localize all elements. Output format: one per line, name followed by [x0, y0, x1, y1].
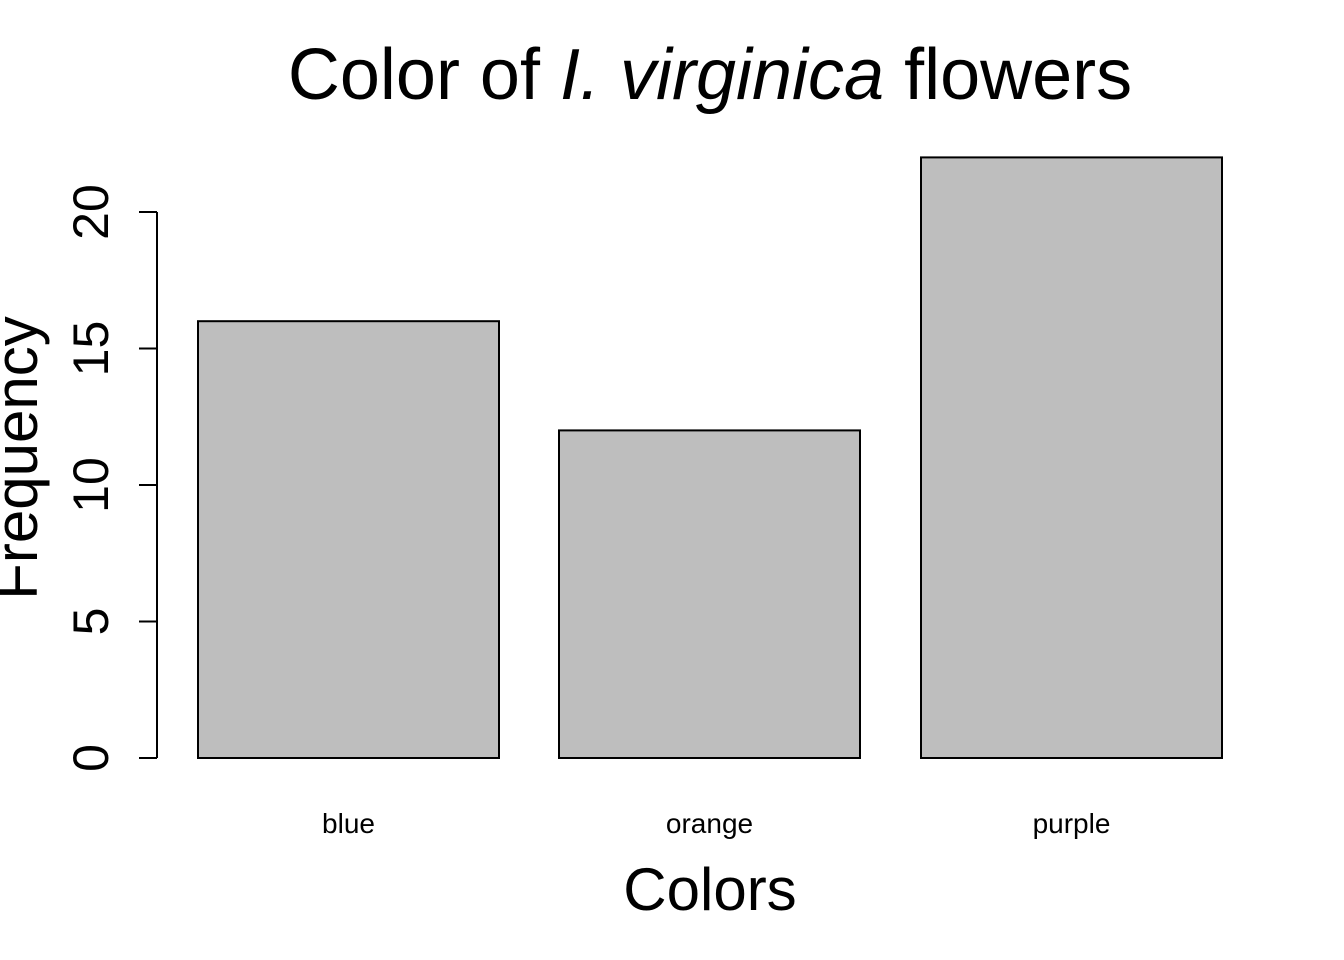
y-axis: 0 5 10 15 20 [63, 184, 158, 772]
y-tick-label: 0 [63, 744, 119, 772]
chart-title-prefix: Color of [288, 35, 560, 115]
y-tick-label: 20 [63, 184, 119, 240]
chart-title-italic: I. virginica [560, 35, 884, 115]
bars-group [197, 156, 1223, 759]
chart-title: Color of I. virginica flowers [288, 35, 1132, 115]
bar-purple [920, 156, 1223, 759]
y-tick-label: 15 [63, 321, 119, 377]
chart-title-suffix: flowers [884, 35, 1132, 115]
y-tick-label: 10 [63, 457, 119, 513]
x-category-labels: blue orange purple [322, 808, 1110, 839]
bar-blue [197, 320, 500, 759]
x-tick-label-orange: orange [666, 808, 753, 839]
x-axis-title: Colors [623, 856, 796, 923]
x-tick-label-purple: purple [1033, 808, 1111, 839]
y-tick-label: 5 [63, 608, 119, 636]
bar-orange [558, 429, 861, 759]
x-tick-label-blue: blue [322, 808, 375, 839]
y-axis-title: Frequency [0, 316, 50, 599]
